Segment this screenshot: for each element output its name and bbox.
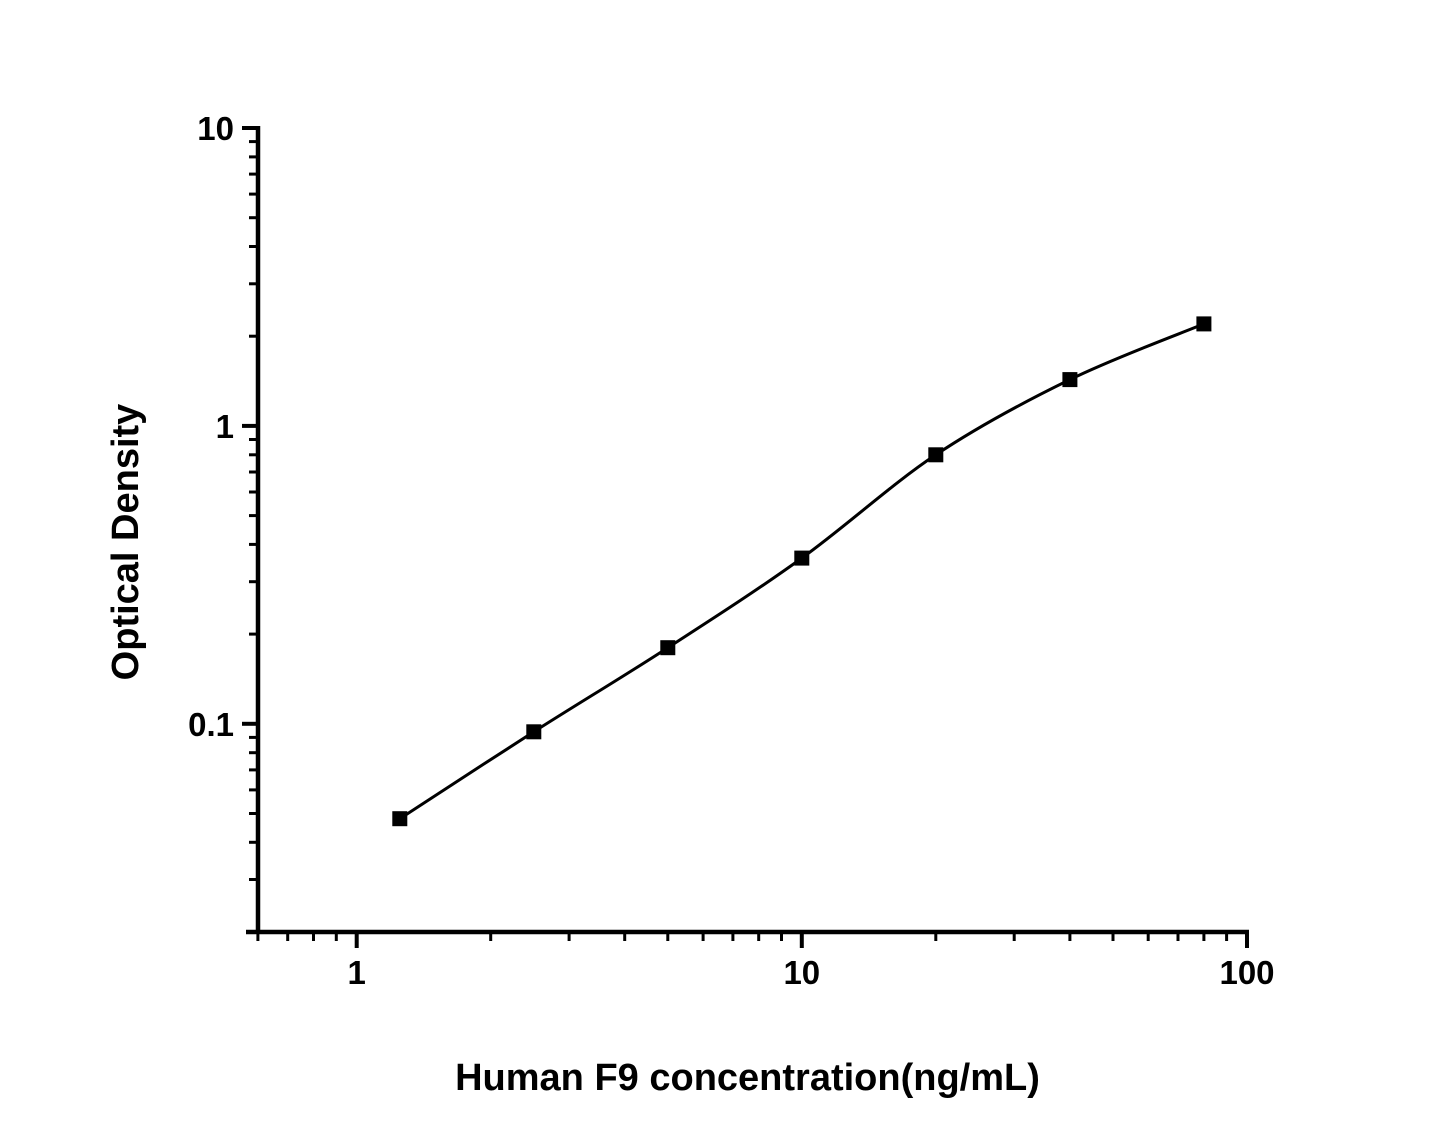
x-axis-title: Human F9 concentration(ng/mL) (455, 1057, 1040, 1099)
y-tick-labels: 0.1 1 10 (188, 110, 234, 743)
x-ticks (256, 932, 1249, 948)
x-axis: 1 10 100 Human F9 concentration(ng/mL) (246, 929, 1275, 1099)
data-point-marker (794, 550, 810, 566)
x-tick-labels: 1 10 100 (348, 954, 1275, 991)
x-tick-label: 10 (783, 954, 820, 991)
y-axis: 0.1 1 10 Optical Density (105, 110, 261, 934)
data-point-marker (1062, 372, 1078, 388)
y-tick-label: 10 (197, 110, 234, 147)
x-tick-label: 1 (348, 954, 366, 991)
y-ticks (242, 126, 258, 881)
y-axis-title: Optical Density (105, 404, 147, 681)
y-tick-label: 0.1 (188, 706, 234, 743)
x-tick-label: 100 (1219, 954, 1274, 991)
data-point-marker (1196, 316, 1212, 332)
plot-area (392, 316, 1212, 827)
data-point-marker (928, 447, 944, 463)
data-point-marker (660, 640, 676, 656)
y-tick-label: 1 (216, 408, 234, 445)
data-point-marker (392, 811, 408, 827)
data-points (392, 316, 1212, 827)
data-point-marker (526, 724, 542, 740)
